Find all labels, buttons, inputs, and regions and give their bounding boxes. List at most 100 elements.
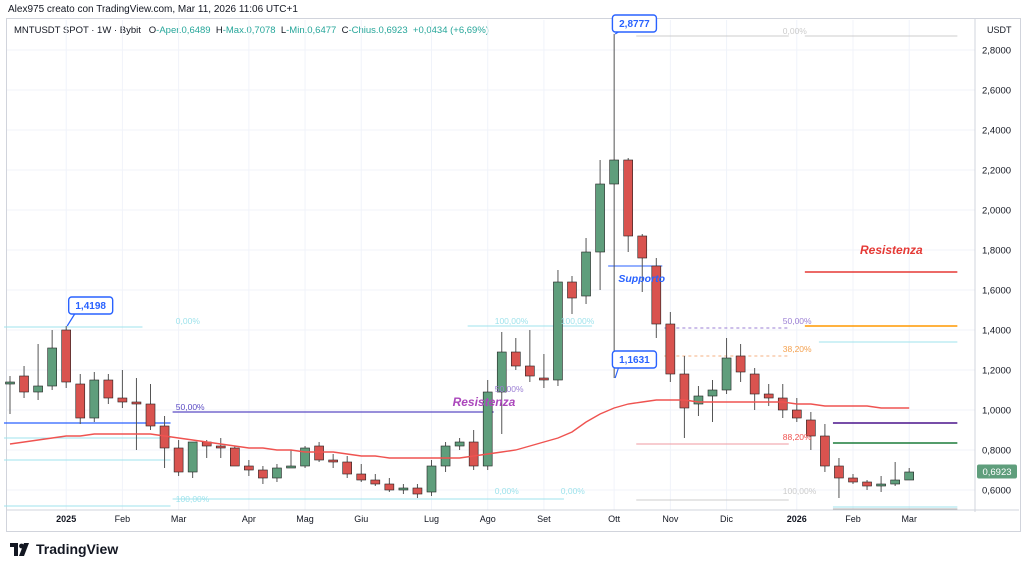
time-tick-label: Set bbox=[537, 514, 551, 524]
fib-level-label: 100,00% bbox=[561, 316, 595, 326]
fib-level-label: 50,00% bbox=[495, 384, 524, 394]
price-tick-label: 2,8000 bbox=[982, 46, 1011, 57]
fib-level-label: 0,00% bbox=[176, 316, 201, 326]
legend-low-label: L bbox=[280, 25, 287, 36]
time-tick-label: 2025 bbox=[56, 514, 76, 524]
candle-body bbox=[300, 447, 310, 467]
legend-change: +0,0434 (+6,69%) bbox=[412, 25, 489, 36]
candle-body bbox=[440, 445, 451, 467]
time-tick-label: Mar bbox=[171, 514, 187, 524]
candle-body bbox=[89, 379, 100, 419]
candle-body bbox=[581, 251, 591, 297]
fib-level-label: 0,00% bbox=[561, 486, 586, 496]
last-price-value: 0,6923 bbox=[982, 467, 1011, 478]
price-tick-label: 1,8000 bbox=[982, 246, 1011, 257]
candle-body bbox=[384, 483, 395, 491]
fib-level-label: 50,00% bbox=[176, 402, 205, 412]
time-tick-label: Ott bbox=[608, 514, 621, 524]
legend-symbol[interactable]: MNTUSDT SPOT · 1W · Bybit bbox=[14, 25, 141, 36]
moving-average-line bbox=[9, 399, 910, 459]
time-tick-label: Lug bbox=[424, 514, 439, 524]
tradingview-logo[interactable]: TradingView bbox=[10, 540, 118, 558]
candle-body bbox=[426, 465, 437, 493]
time-tick-label: Dic bbox=[720, 514, 733, 524]
candle-body bbox=[510, 351, 521, 367]
candle-body bbox=[567, 281, 577, 299]
callout-value: 1,1631 bbox=[619, 355, 650, 366]
candle-body bbox=[314, 445, 324, 461]
annotation-text: Resistenza bbox=[453, 395, 516, 409]
candle-body bbox=[173, 447, 184, 473]
time-tick-label: Feb bbox=[115, 514, 131, 524]
candle-body bbox=[286, 465, 296, 469]
candle-body bbox=[398, 487, 409, 491]
fib-level-label: 100,00% bbox=[176, 494, 210, 504]
time-tick-label: Apr bbox=[242, 514, 256, 524]
fib-level-label: 38,20% bbox=[783, 344, 812, 354]
price-tick-label: 1,4000 bbox=[982, 326, 1011, 337]
tradingview-logo-icon bbox=[10, 542, 29, 556]
fib-level-label: 100,00% bbox=[783, 486, 817, 496]
candle-body bbox=[791, 409, 802, 419]
candle-body bbox=[103, 379, 114, 399]
chart-frame bbox=[6, 18, 1021, 532]
candle-body bbox=[834, 465, 844, 479]
candle-body bbox=[370, 479, 381, 485]
price-tick-label: 1,0000 bbox=[982, 406, 1011, 417]
time-tick-label: Mar bbox=[901, 514, 917, 524]
fib-level-label: 100,00% bbox=[495, 316, 529, 326]
legend-open: -Aper.0,6489 bbox=[156, 25, 211, 36]
callout-box bbox=[611, 350, 658, 369]
tradingview-wordmark: TradingView bbox=[36, 541, 119, 557]
price-tick-label: 0,8000 bbox=[982, 446, 1011, 457]
callout-pointer bbox=[66, 313, 76, 327]
currency-label[interactable]: USDT bbox=[987, 25, 1012, 35]
candle-body bbox=[735, 355, 746, 373]
candle-body bbox=[637, 235, 648, 259]
candle-body bbox=[454, 441, 465, 447]
candle-body bbox=[763, 393, 774, 399]
callout-box bbox=[67, 296, 114, 315]
chart-credit: Alex975 creato con TradingView.com, Mar … bbox=[8, 4, 298, 15]
candle-body bbox=[749, 373, 760, 395]
annotation-text: Supporto bbox=[618, 273, 665, 285]
callout-value: 1,4198 bbox=[75, 301, 106, 312]
drawing-labels: 0,00% 50,00% 100,00% 100,00% 50,00% 0,00% 100,… bbox=[66, 14, 923, 504]
candle-body bbox=[117, 397, 128, 403]
legend-low: -Min.0,6477 bbox=[286, 25, 337, 36]
callout-box bbox=[611, 14, 658, 33]
candle-body bbox=[356, 473, 367, 481]
candle-body bbox=[272, 467, 282, 479]
candle-body bbox=[890, 479, 900, 485]
candle-body bbox=[187, 441, 198, 473]
callout-pointer bbox=[614, 367, 619, 379]
time-tick-label: Giu bbox=[354, 514, 368, 524]
fib-level-label: 88,20% bbox=[783, 432, 812, 442]
candle-body bbox=[862, 481, 872, 487]
candle-body bbox=[609, 159, 619, 185]
legend-close: -Chius.0,6923 bbox=[348, 25, 408, 36]
candle-body bbox=[75, 383, 86, 419]
candle-body bbox=[482, 391, 493, 467]
candle-body bbox=[904, 471, 915, 481]
candles bbox=[5, 34, 915, 498]
candle-body bbox=[328, 459, 338, 463]
candle-body bbox=[33, 385, 43, 393]
candle-body bbox=[707, 389, 718, 397]
price-tick-label: 0,6000 bbox=[982, 486, 1011, 497]
legend-close-label: C bbox=[341, 25, 349, 36]
price-tick-label: 2,2000 bbox=[982, 166, 1011, 177]
moving-average bbox=[9, 399, 910, 459]
candle-body bbox=[679, 373, 690, 409]
candle-body bbox=[19, 375, 29, 393]
candle-body bbox=[145, 403, 156, 427]
candle-body bbox=[47, 347, 57, 387]
candle-body bbox=[496, 351, 507, 393]
candle-body bbox=[876, 483, 886, 487]
price-tick-label: 1,6000 bbox=[982, 286, 1011, 297]
candle-body bbox=[553, 281, 563, 381]
candle-body bbox=[721, 357, 732, 391]
time-axis: 2025 Feb Mar Apr Mag Giu Lug Ago Set Ott Nov Dic 202… bbox=[7, 509, 1019, 524]
candle-body bbox=[595, 183, 605, 253]
